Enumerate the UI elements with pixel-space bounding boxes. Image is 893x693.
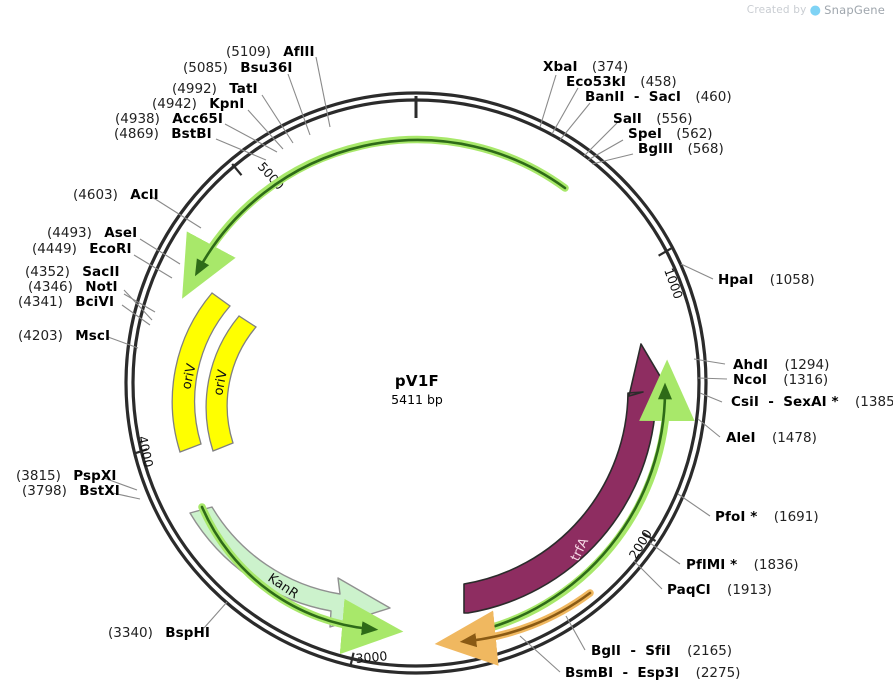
site-label-pspxi[interactable]: (3815) PspXI [16, 468, 117, 484]
snapgene-drop-icon: ● [809, 2, 822, 18]
site-label-ahdi[interactable]: AhdI (1294) [733, 357, 830, 373]
site-label-aflii[interactable]: (5109) AflII [226, 44, 315, 60]
plasmid-name: pV1F [394, 372, 440, 390]
site-label-bsmbi-esp3i[interactable]: BsmBI - Esp3I (2275) [565, 665, 741, 681]
site-label-banii-saci[interactable]: BanII - SacI (460) [585, 89, 732, 105]
site-label-msci[interactable]: (4203) MscI [18, 328, 111, 344]
feature-trfA-green-arrow [466, 359, 695, 637]
site-label-bstxi[interactable]: (3798) BstXI [22, 483, 120, 499]
site-label-asei[interactable]: (4493) AseI [47, 225, 138, 241]
site-label-spei[interactable]: SpeI (562) [628, 126, 713, 142]
feature-KanR-green-arrow [198, 503, 404, 655]
watermark-prefix: Created by [746, 4, 807, 16]
site-label-bstbi[interactable]: (4869) BstBI [114, 126, 212, 142]
ruler-label-4000: 4000 [135, 435, 156, 469]
feature-arc-top-green [182, 135, 569, 299]
plasmid-center-label: pV1F 5411 bp [317, 372, 517, 407]
site-label-xbai[interactable]: XbaI (374) [543, 59, 629, 75]
snapgene-watermark: Created by ● SnapGene [747, 3, 885, 17]
site-leader-lines [103, 56, 728, 673]
site-label-bsphi[interactable]: (3340) BspHI [108, 625, 210, 641]
feature-label-oriV-2: oriV [211, 368, 231, 396]
site-label-pflmi[interactable]: PflMI * (1836) [686, 557, 799, 573]
site-label-pfoi[interactable]: PfoI * (1691) [715, 509, 819, 525]
feature-KanR-arrow [189, 506, 391, 628]
site-label-bglii[interactable]: BglII (568) [638, 141, 724, 157]
feature-orange-arrow [434, 589, 594, 666]
site-label-acc65i[interactable]: (4938) Acc65I [115, 111, 224, 127]
site-label-sacii[interactable]: (4352) SacII [25, 264, 120, 280]
site-label-ecori[interactable]: (4449) EcoRI [32, 241, 132, 257]
feature-oriV-2 [205, 315, 257, 452]
site-label-csii-sexai[interactable]: CsiI - SexAI * (1385) [731, 394, 893, 410]
site-label-hpai[interactable]: HpaI (1058) [718, 272, 815, 288]
site-label-noti[interactable]: (4346) NotI [28, 279, 118, 295]
feature-label-oriV-1: oriV [179, 362, 199, 391]
site-label-eco53ki[interactable]: Eco53kI (458) [566, 74, 677, 90]
feature-oriV-1 [171, 292, 231, 453]
site-label-kpni[interactable]: (4942) KpnI [152, 96, 245, 112]
site-label-bsu36i[interactable]: (5085) Bsu36I [183, 60, 293, 76]
site-label-tati[interactable]: (4992) TatI [172, 81, 258, 97]
ruler-label-3000: 3000 [355, 648, 388, 666]
watermark-brand: SnapGene [824, 3, 885, 17]
site-label-ncoi[interactable]: NcoI (1316) [733, 372, 829, 388]
site-label-bcivi[interactable]: (4341) BciVI [18, 294, 115, 310]
plasmid-size: 5411 bp [391, 392, 443, 407]
site-label-bgli-sfii[interactable]: BglI - SfiI (2165) [591, 643, 733, 659]
site-label-sali[interactable]: SalI (556) [613, 111, 693, 127]
ruler-tick-labels: 1000 2000 3000 4000 5000 [135, 159, 686, 666]
ruler-ticks [133, 163, 672, 668]
site-label-alei[interactable]: AleI (1478) [726, 430, 817, 446]
site-label-paqci[interactable]: PaqCI (1913) [667, 582, 772, 598]
site-label-acli[interactable]: (4603) AclI [73, 187, 159, 203]
